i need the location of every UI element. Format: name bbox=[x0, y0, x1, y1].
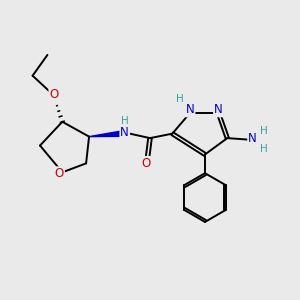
Text: H: H bbox=[121, 116, 129, 126]
Text: N: N bbox=[186, 103, 194, 116]
Text: H: H bbox=[176, 94, 184, 104]
Text: N: N bbox=[120, 126, 129, 139]
Text: O: O bbox=[142, 157, 151, 170]
Text: N: N bbox=[248, 132, 257, 145]
Text: N: N bbox=[214, 103, 223, 116]
Polygon shape bbox=[89, 131, 122, 136]
Text: O: O bbox=[55, 167, 64, 180]
Text: H: H bbox=[260, 126, 268, 136]
Text: H: H bbox=[260, 143, 268, 154]
Text: O: O bbox=[50, 88, 58, 101]
